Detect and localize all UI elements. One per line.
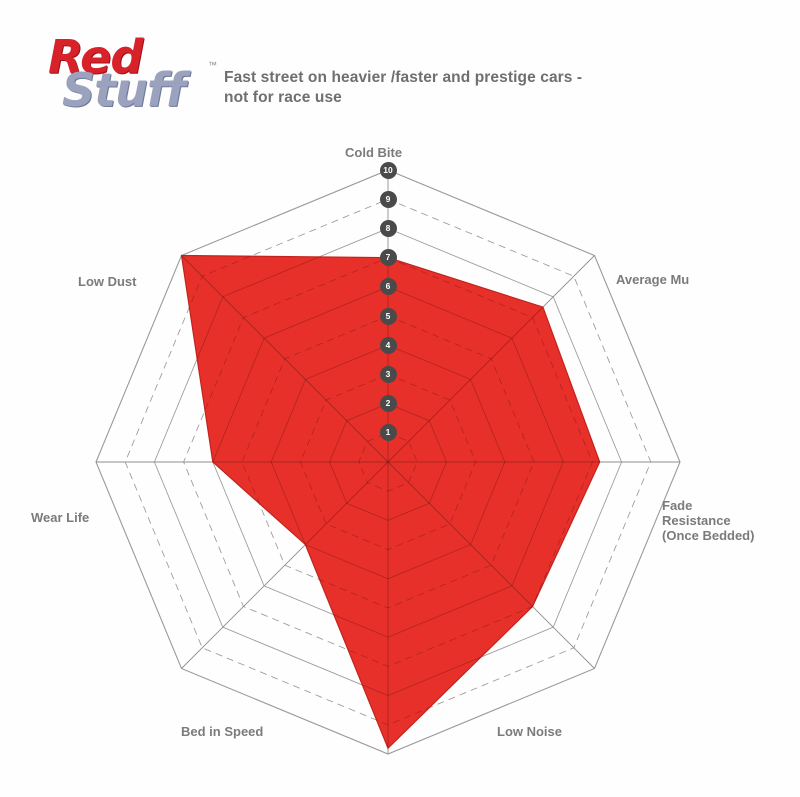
axis-label-cold-bite: Cold Bite — [345, 145, 403, 160]
radar-scale-badge: 10 — [379, 161, 397, 179]
radar-scale-badge: 4 — [379, 336, 397, 354]
chart-title-line1: Fast street on heavier /faster and prest… — [224, 69, 583, 86]
radar-grid-ring-overlay — [241, 315, 535, 609]
radar-scale-badge: 9 — [379, 190, 397, 208]
trademark-icon: ™ — [208, 60, 217, 70]
radar-scale-badge: 8 — [379, 219, 397, 237]
axis-label-fade-resistance-line2: Resistance — [662, 513, 731, 528]
axis-label-bed-in-speed: Bed in Speed — [181, 724, 264, 739]
axis-label-wear-life: Wear Life — [31, 510, 90, 525]
radar-data-polygon — [180, 254, 601, 750]
radar-scale-badge: 2 — [379, 395, 397, 413]
radar-scale-badge: 5 — [379, 307, 397, 325]
axis-label-low-noise: Low Noise — [497, 724, 563, 739]
radar-grid-ring-overlay — [299, 373, 477, 551]
radar-scale-badge: 1 — [379, 424, 397, 442]
radar-scale-badge: 3 — [379, 365, 397, 383]
radar-grid-ring-overlay — [329, 403, 447, 521]
redstuff-logo: Red Stuff ™ — [40, 34, 230, 134]
radar-series-polygon — [180, 254, 601, 750]
axis-label-fade-resistance: Fade Resistance (Once Bedded) — [662, 498, 754, 543]
axis-label-fade-resistance-sublabel: (Once Bedded) — [662, 528, 755, 543]
chart-title: Fast street on heavier /faster and prest… — [224, 68, 694, 108]
axis-label-low-dust: Low Dust — [78, 274, 137, 289]
radar-grid-ring-overlay — [183, 257, 593, 667]
axis-label-fade-resistance-line1: Fade — [662, 498, 693, 513]
logo-word-red: Red — [48, 30, 143, 84]
radar-scale-badge: 7 — [379, 249, 397, 267]
axis-label-average-mu: Average Mu — [616, 272, 690, 287]
chart-title-line2: not for race use — [224, 89, 342, 106]
radar-scale-badge: 6 — [379, 278, 397, 296]
radar-grid-ring-overlay — [212, 286, 564, 638]
radar-axis-spoke-overlay — [181, 255, 389, 463]
radar-grid-ring-overlay — [270, 344, 506, 580]
radar-grid-ring-overlay — [358, 432, 418, 492]
logo-word-stuff: Stuff — [62, 63, 186, 117]
